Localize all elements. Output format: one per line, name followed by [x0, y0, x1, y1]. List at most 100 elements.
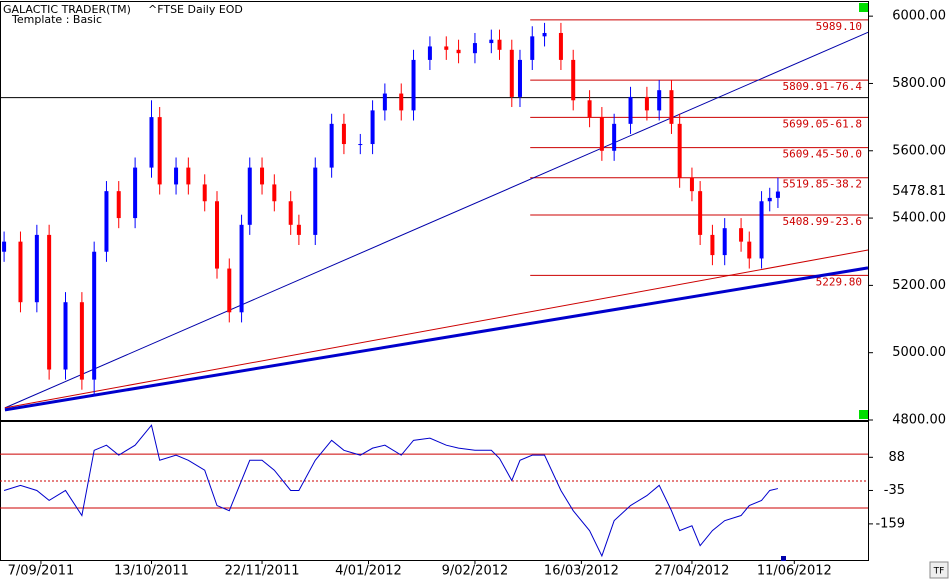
y-tick-label: 88	[888, 450, 905, 465]
oscillator-line	[3, 424, 779, 558]
candle-body	[18, 241, 23, 303]
candle-body	[411, 59, 416, 111]
y-tick-label: 6000.00	[892, 9, 946, 24]
candle-body	[599, 117, 604, 151]
candle-body	[509, 49, 514, 97]
x-tick-label: 27/04/2012	[654, 564, 729, 579]
candle-body	[239, 224, 244, 313]
symbol-title: ^FTSE Daily EOD	[148, 3, 243, 16]
candle-body	[227, 268, 232, 313]
fib-label: 5989.10	[816, 20, 862, 33]
x-tick-label: 11/06/2012	[757, 564, 832, 579]
candle-body	[358, 144, 363, 146]
candle-body	[657, 90, 662, 111]
candle-body	[472, 43, 477, 54]
candle-body	[497, 39, 502, 50]
candle-body	[489, 39, 494, 44]
y-tick-label: 4800.00	[892, 413, 946, 428]
x-tick-label: 4/01/2012	[335, 564, 402, 579]
candle-body	[215, 201, 219, 269]
candle-body	[63, 302, 68, 370]
fib-label: 5699.05-61.8	[783, 117, 862, 130]
candle-body	[739, 228, 744, 242]
trendline	[4, 249, 869, 409]
x-tick-label: 9/02/2012	[442, 564, 509, 579]
candle-body	[260, 167, 265, 185]
candle-body	[710, 234, 715, 256]
candle-body	[186, 167, 191, 185]
corner-marker	[859, 410, 868, 419]
candle-body	[530, 36, 535, 60]
fib-label: 5519.85-38.2	[783, 178, 862, 191]
x-tick-label: 16/03/2012	[544, 564, 619, 579]
candle-body	[47, 234, 52, 370]
candle-body	[542, 32, 547, 37]
candle-body	[517, 59, 522, 97]
tf-button-label[interactable]: TF	[933, 567, 945, 577]
candle-body	[722, 228, 727, 256]
x-tick-label: 22/11/2011	[225, 564, 300, 579]
candle-body	[558, 32, 563, 60]
candle-body	[296, 224, 301, 235]
last-price-box	[870, 183, 948, 200]
last-price-label: 5478.81	[892, 184, 946, 199]
candle-body	[628, 96, 633, 124]
candle-body	[341, 123, 346, 145]
candle-body	[612, 123, 617, 151]
y-tick-label: 5000.00	[892, 345, 946, 360]
candle-body	[104, 191, 109, 252]
candle-body	[427, 46, 432, 60]
candle-body	[79, 302, 84, 380]
candle-body	[133, 167, 138, 219]
fib-label: 5408.99-23.6	[783, 215, 862, 228]
candle-body	[174, 167, 179, 185]
cursor-marker	[781, 556, 786, 561]
candle-body	[689, 177, 694, 192]
candle-body	[116, 191, 121, 219]
candle-body	[370, 110, 375, 145]
candle-body	[775, 191, 780, 198]
candle-body	[34, 234, 39, 303]
candle-body	[767, 197, 772, 202]
x-tick-label: 13/10/2011	[114, 564, 189, 579]
frame	[0, 1, 869, 561]
fib-label: 5809.91-76.4	[783, 80, 863, 93]
candle-body	[644, 96, 649, 111]
candle-body	[202, 184, 207, 202]
candle-body	[456, 49, 461, 54]
fib-label: 5229.80	[816, 275, 862, 288]
trendline	[4, 266, 869, 412]
candle-body	[247, 167, 252, 225]
y-tick-label: -159	[875, 516, 905, 531]
candle-body	[149, 117, 154, 168]
candle-body	[288, 201, 293, 225]
tf-button[interactable]	[929, 561, 949, 579]
corner-marker	[859, 3, 868, 12]
candle-body	[587, 100, 592, 118]
candle-body	[329, 123, 334, 168]
y-tick-label: 5600.00	[892, 143, 946, 158]
template-label: Template : Basic	[11, 13, 102, 26]
candle-body	[2, 241, 7, 252]
candle-body	[382, 93, 387, 111]
y-tick-label: 5800.00	[892, 76, 946, 91]
candle-body	[571, 59, 576, 101]
candle-body	[747, 241, 752, 259]
trendline	[4, 31, 869, 409]
candle-body	[399, 93, 404, 111]
y-tick-label: 5400.00	[892, 211, 946, 226]
app-title: GALACTIC TRADER(TM)	[3, 3, 131, 16]
candle-body	[698, 191, 703, 235]
candle-body	[92, 251, 97, 380]
fib-label: 5609.45-50.0	[783, 148, 862, 161]
candle-body	[272, 184, 277, 202]
candle-body	[444, 46, 449, 50]
candle-body	[669, 90, 674, 124]
y-tick-label: 5200.00	[892, 278, 946, 293]
x-tick-label: 7/09/2011	[8, 564, 75, 579]
candle-body	[677, 123, 682, 178]
y-tick-label: -35	[884, 483, 905, 498]
candle-body	[313, 167, 318, 235]
